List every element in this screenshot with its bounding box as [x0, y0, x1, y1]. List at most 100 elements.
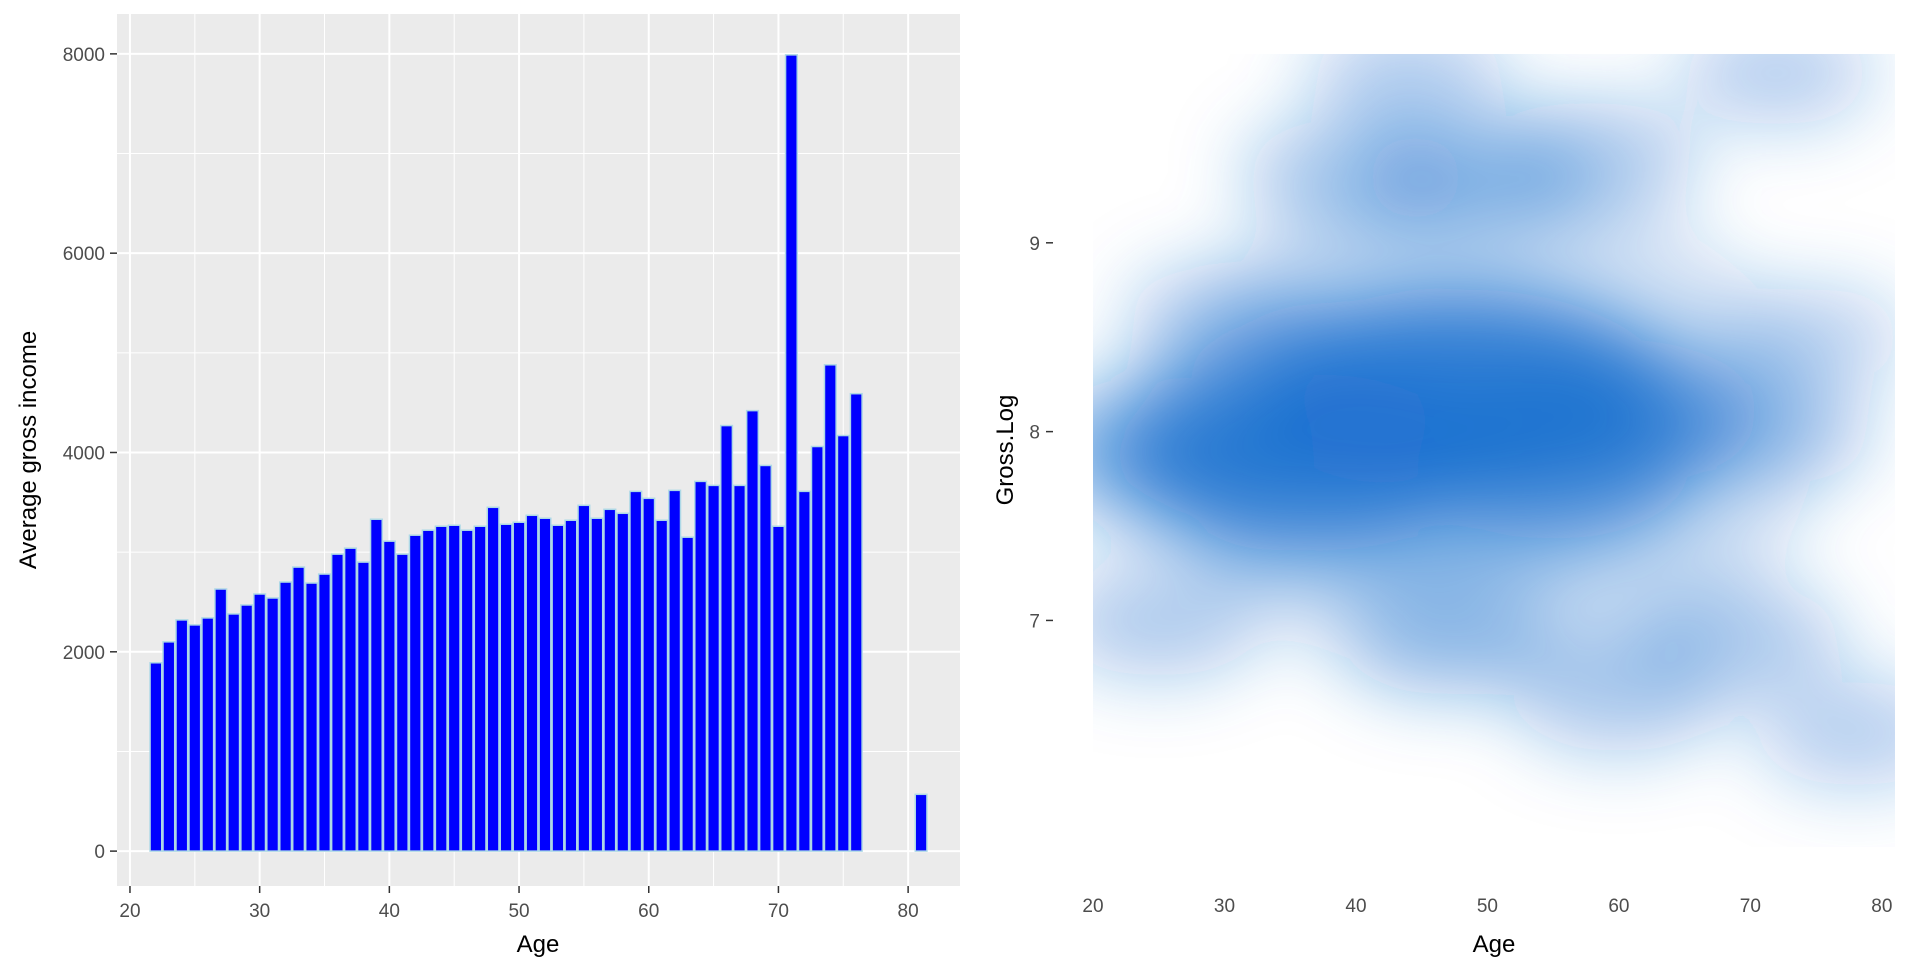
bar: [823, 364, 837, 852]
bar: [538, 517, 552, 852]
density-chart: 20 30 40 50 60 70 80 7 8 9 Age Gross.Log: [992, 54, 1895, 958]
bar: [279, 581, 293, 852]
bar: [745, 409, 760, 852]
bar-chart-x-tick-label: 70: [768, 901, 789, 922]
density-x-tick-label: 70: [1740, 896, 1761, 917]
bar: [797, 490, 811, 852]
bar: [486, 506, 500, 852]
bar: [201, 617, 215, 852]
bar: [499, 523, 513, 852]
density-peak: [1726, 288, 1895, 387]
bar: [447, 524, 461, 852]
bar: [629, 490, 643, 852]
bar: [642, 497, 656, 852]
bar: [719, 424, 734, 852]
bar: [681, 536, 695, 852]
bar-chart-x-tick-label: 50: [508, 901, 529, 922]
density-x-axis-title: Age: [1473, 931, 1516, 958]
density-x-axis: 20 30 40 50 60 70 80: [1082, 896, 1892, 917]
density-blobs: [1093, 54, 1895, 787]
bar: [214, 588, 228, 852]
bar: [810, 445, 824, 852]
bar: [240, 604, 254, 852]
bar: [706, 484, 721, 852]
bar: [356, 561, 371, 852]
density-peak: [1342, 583, 1553, 696]
density-peak: [1487, 101, 1698, 214]
bar: [343, 547, 358, 852]
density-y-tick-label: 7: [1029, 611, 1040, 632]
bar-chart-y-tick-label: 2000: [63, 643, 105, 664]
density-x-tick-label: 60: [1608, 896, 1629, 917]
bar-chart-x-axis-title: Age: [517, 931, 560, 958]
bar: [330, 553, 345, 852]
bar: [266, 597, 280, 852]
bar-chart-x-tick-label: 60: [638, 901, 659, 922]
bar: [551, 524, 565, 852]
bar: [694, 480, 708, 852]
bar-chart-bars: [149, 54, 928, 852]
density-peak: [1126, 265, 1322, 371]
density-y-axis: 7 8 9: [1029, 234, 1053, 632]
bar: [668, 489, 682, 852]
density-blur-group: [1093, 54, 1895, 787]
bar-chart-y-tick-label: 0: [94, 842, 105, 863]
bar: [460, 529, 474, 852]
density-peak: [1311, 54, 1507, 126]
density-y-tick-label: 9: [1029, 234, 1040, 255]
bar: [188, 624, 202, 852]
bar: [603, 508, 617, 852]
density-x-tick-label: 20: [1082, 896, 1103, 917]
bar: [227, 613, 241, 852]
bar: [758, 464, 773, 852]
bar: [784, 54, 798, 852]
bar: [382, 540, 396, 852]
bar: [395, 553, 409, 852]
bar-chart-x-axis: 20 30 40 50 60 70 80: [119, 886, 919, 922]
density-peak: [1513, 639, 1724, 752]
bar: [408, 534, 422, 852]
bar: [434, 525, 448, 852]
bar: [577, 504, 591, 852]
density-x-tick-label: 50: [1477, 896, 1498, 917]
bar: [732, 484, 747, 852]
bar: [317, 573, 332, 852]
density-y-tick-label: 8: [1029, 423, 1040, 444]
bar: [590, 517, 604, 852]
bar: [162, 641, 176, 852]
density-peak: [1679, 379, 1875, 485]
bar: [564, 519, 578, 852]
bar-chart-x-tick-label: 30: [249, 901, 270, 922]
bar: [914, 793, 928, 852]
bar-chart-y-tick-label: 8000: [63, 45, 105, 66]
density-x-tick-label: 80: [1871, 896, 1892, 917]
bar-chart-x-tick-label: 20: [119, 901, 140, 922]
density-peak: [1679, 54, 1875, 126]
bar-chart-y-axis: 0 2000 4000 6000 8000: [63, 45, 117, 863]
bar-chart-x-tick-label: 80: [898, 901, 919, 922]
bar: [421, 529, 435, 852]
bar: [836, 434, 850, 852]
bar: [149, 662, 163, 852]
bar: [473, 525, 487, 852]
bar: [291, 566, 306, 852]
bar: [175, 619, 189, 852]
bar: [304, 582, 319, 852]
bar: [525, 514, 539, 852]
bar: [655, 519, 669, 852]
bar-chart-y-tick-label: 6000: [63, 244, 105, 265]
bar-chart-y-tick-label: 4000: [63, 443, 105, 464]
density-y-axis-title: Gross.Log: [992, 395, 1019, 506]
bar-chart-y-axis-title: Average gross income: [15, 331, 42, 569]
bar: [849, 392, 863, 852]
bar: [253, 593, 267, 852]
bar-chart-x-tick-label: 40: [379, 901, 400, 922]
bar: [512, 521, 526, 852]
density-x-tick-label: 30: [1214, 896, 1235, 917]
bar: [616, 512, 630, 852]
bar: [771, 525, 786, 852]
density-x-tick-label: 40: [1345, 896, 1366, 917]
bar: [369, 518, 383, 852]
density-peak: [1758, 681, 1895, 787]
